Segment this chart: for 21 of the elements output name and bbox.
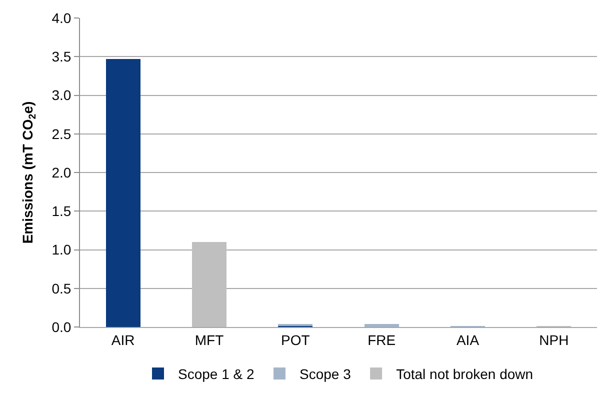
y-tick-label: 2.0 [52, 164, 72, 180]
y-tick-label: 1.5 [52, 203, 72, 220]
y-tick-label: 4.0 [52, 10, 72, 26]
legend-label: Scope 3 [299, 366, 352, 382]
x-tick-label: NPH [539, 332, 569, 348]
y-tick-label: 1.0 [52, 242, 72, 258]
y-tick-label: 2.5 [52, 126, 72, 142]
bar [364, 324, 399, 327]
bar [192, 242, 226, 327]
legend-label: Scope 1 & 2 [178, 366, 254, 382]
x-tick-label: FRE [368, 332, 396, 348]
x-tick-label: POT [281, 332, 310, 348]
legend-label: Total not broken down [396, 366, 534, 382]
y-tick-label: 3.5 [52, 48, 72, 65]
y-tick-label: 0.0 [52, 318, 72, 335]
y-tick-label: 0.5 [52, 280, 72, 296]
x-tick-label: MFT [194, 332, 224, 348]
x-tick-label: AIA [456, 332, 480, 348]
y-tick-label: 3.0 [52, 87, 72, 104]
bar [106, 58, 140, 327]
x-tick-label: AIR [111, 332, 135, 348]
